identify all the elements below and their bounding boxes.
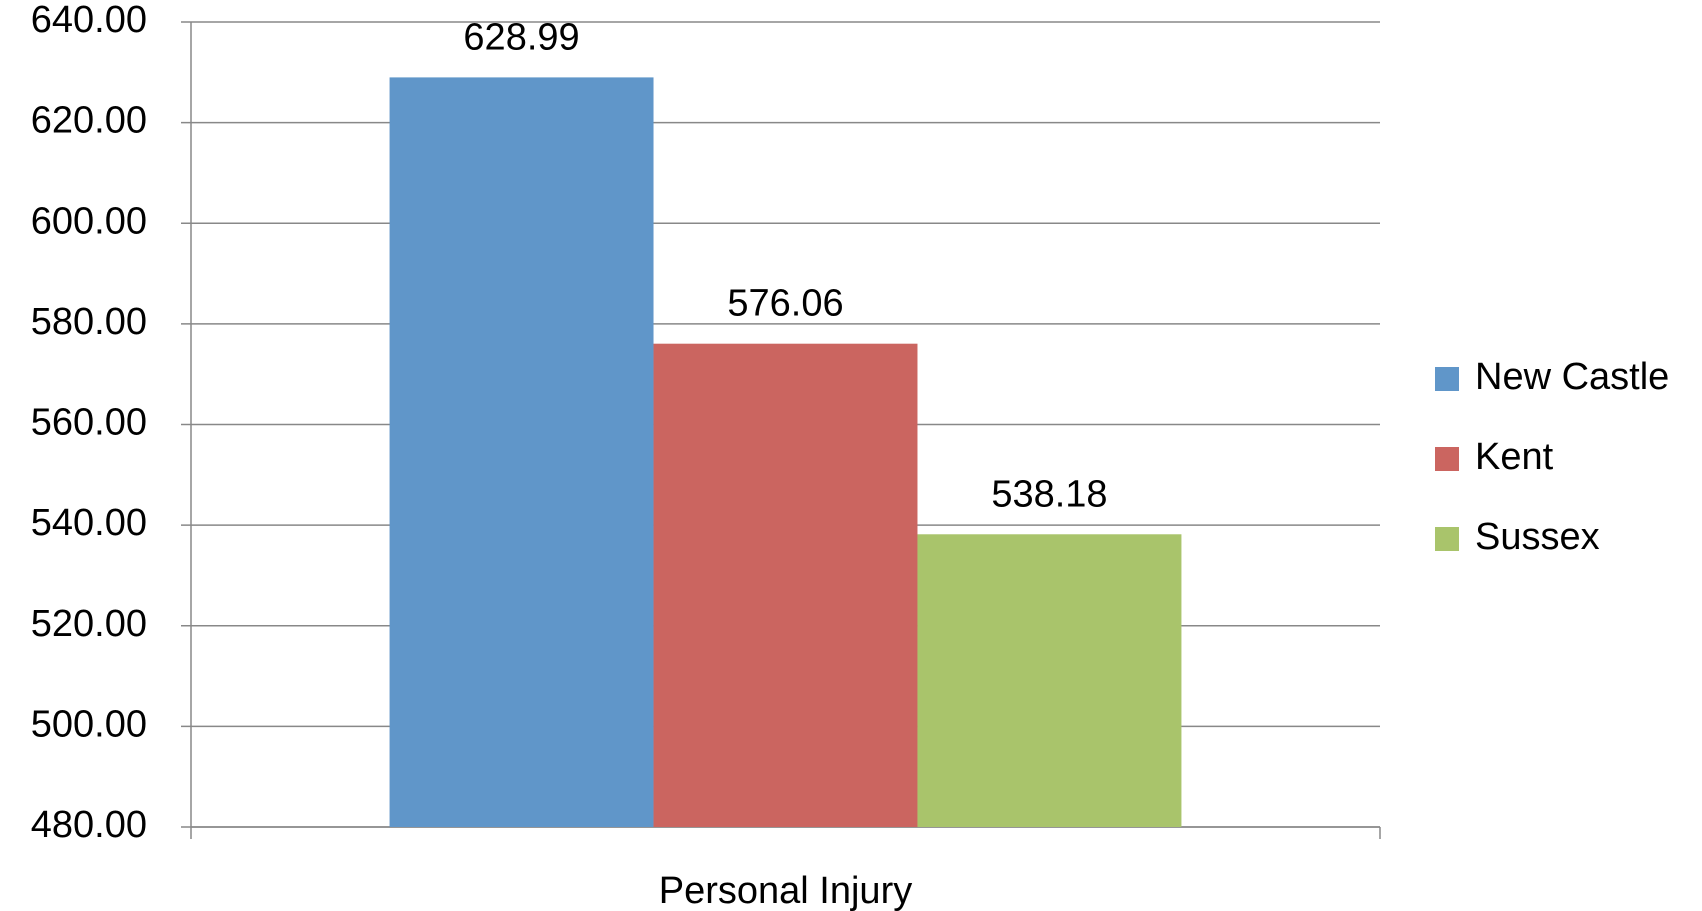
y-tick-label: 520.00: [31, 603, 147, 645]
y-tick-label: 480.00: [31, 804, 147, 846]
legend-label: Kent: [1475, 436, 1554, 478]
x-tick-label: Personal Injury: [659, 870, 912, 911]
y-tick-label: 500.00: [31, 703, 147, 745]
data-label: 576.06: [727, 283, 843, 325]
data-label: 628.99: [463, 16, 579, 58]
y-tick-label: 560.00: [31, 402, 147, 444]
y-tick-label: 600.00: [31, 200, 147, 242]
y-tick-label: 580.00: [31, 301, 147, 343]
legend-swatch: [1435, 367, 1459, 391]
y-tick-label: 540.00: [31, 502, 147, 544]
legend-label: New Castle: [1475, 356, 1669, 398]
bar: [389, 77, 654, 828]
bar: [917, 534, 1182, 827]
y-tick-label: 620.00: [31, 100, 147, 142]
y-tick-label: 640.00: [31, 0, 147, 41]
legend-swatch: [1435, 447, 1459, 471]
legend-label: Sussex: [1475, 516, 1600, 558]
bar: [653, 343, 918, 827]
legend-swatch: [1435, 527, 1459, 551]
data-label: 538.18: [991, 473, 1107, 515]
